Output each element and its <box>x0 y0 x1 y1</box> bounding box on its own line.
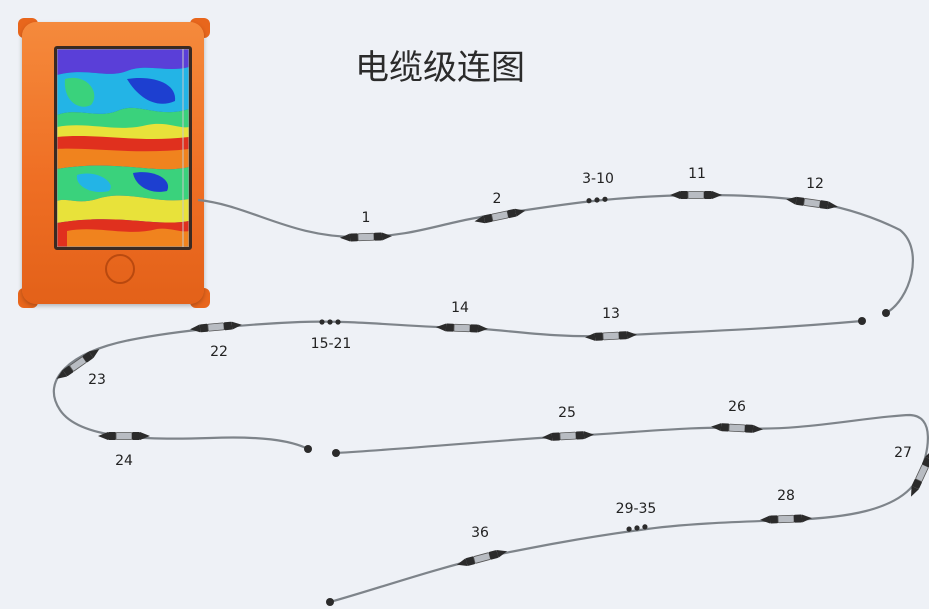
cable-segment <box>197 193 914 314</box>
connector-label: 27 <box>894 445 912 461</box>
connector-label: 14 <box>451 300 469 316</box>
connector-group-marker <box>319 319 341 325</box>
connector-label: 29-35 <box>616 501 657 517</box>
connector-label: 15-21 <box>311 336 352 352</box>
cable-connector <box>56 349 100 379</box>
cable-connector <box>711 423 763 433</box>
resistivity-image <box>57 49 189 247</box>
cable-connector <box>786 196 838 210</box>
cable-connector <box>98 432 150 440</box>
cable-connector <box>911 449 929 497</box>
diagram-title: 电缆级连图 <box>355 48 525 88</box>
cable-connector <box>542 431 594 441</box>
connector-label: 24 <box>115 453 133 469</box>
cable-connector <box>760 514 812 524</box>
cable-connector <box>456 549 508 567</box>
cable-end <box>326 598 334 606</box>
cable-connector <box>670 191 722 199</box>
connector-label: 26 <box>728 399 746 415</box>
connector-label: 2 <box>493 191 502 207</box>
cable-end <box>858 317 866 325</box>
connector-label: 11 <box>688 166 706 182</box>
connector-group-marker <box>586 196 608 204</box>
connector-label: 23 <box>88 372 106 388</box>
connector-label: 13 <box>602 306 620 322</box>
cable-end <box>304 445 312 453</box>
connector-group-marker <box>626 524 648 532</box>
device-body <box>22 22 204 304</box>
cable-connector <box>340 232 392 242</box>
connector-label: 28 <box>777 488 795 504</box>
connector-label: 25 <box>558 405 576 421</box>
device-screen <box>54 46 192 250</box>
cable-connector <box>474 208 526 224</box>
connector-label: 1 <box>362 210 371 226</box>
connector-label: 36 <box>471 525 489 541</box>
connector-label: 12 <box>806 176 824 192</box>
cable-connector <box>190 321 242 333</box>
home-button <box>105 254 135 284</box>
cable-end <box>332 449 340 457</box>
tablet-device <box>18 18 210 308</box>
connector-label: 22 <box>210 344 228 360</box>
cable-end <box>882 309 890 317</box>
cable-connector <box>585 331 637 341</box>
cable-connector <box>436 323 488 333</box>
connector-label: 3-10 <box>582 171 614 187</box>
